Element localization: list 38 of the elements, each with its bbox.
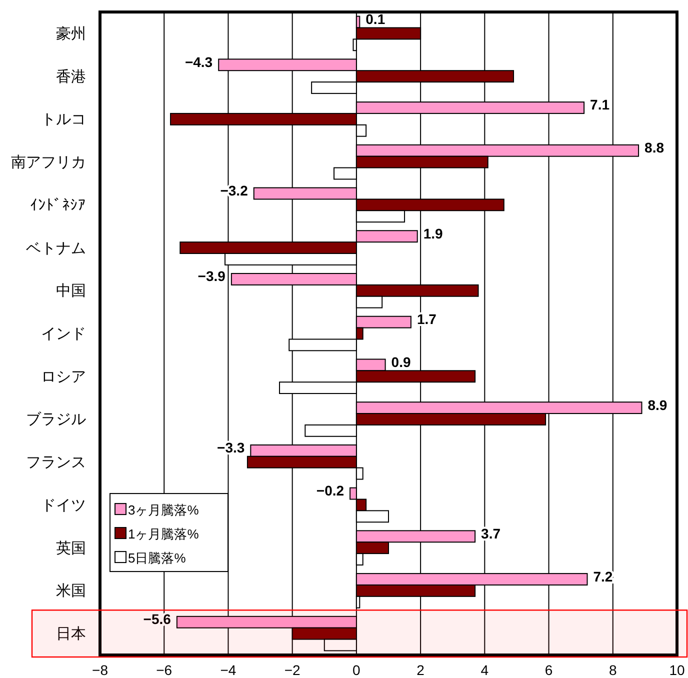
y-tick-label: 香港 xyxy=(56,68,86,86)
y-tick-label: フランス xyxy=(26,454,86,472)
x-tick-label: −8 xyxy=(92,662,108,678)
data-label: 7.2 xyxy=(593,568,613,584)
legend-label: 5日騰落% xyxy=(128,550,186,566)
y-tick-label: 南アフリカ xyxy=(11,154,86,172)
y-tick-label: 日本 xyxy=(56,626,86,643)
y-tick-label: ドイツ xyxy=(41,496,86,514)
x-tick-label: 8 xyxy=(608,662,617,678)
y-tick-label: 中国 xyxy=(56,282,86,300)
x-tick-label: 2 xyxy=(416,662,425,678)
y-tick-label: インド xyxy=(41,326,86,342)
x-tick-label: −6 xyxy=(156,662,172,678)
x-tick-label: 6 xyxy=(544,662,553,678)
x-tick-label: −4 xyxy=(220,662,236,678)
data-label: 7.1 xyxy=(590,96,610,113)
data-label: 1.9 xyxy=(423,225,444,242)
data-label: 8.9 xyxy=(648,396,668,413)
y-tick-label: ｲﾝﾄﾞﾈｼｱ xyxy=(30,196,86,214)
x-tick-label: 0 xyxy=(352,662,361,678)
y-tick-label: ベトナム xyxy=(26,240,86,257)
x-tick-label: 4 xyxy=(480,662,489,678)
y-tick-label: 米国 xyxy=(56,582,86,600)
legend-label: 1ヶ月騰落% xyxy=(128,526,200,542)
data-label: 0.9 xyxy=(391,354,411,370)
data-label: −3.9 xyxy=(198,268,226,284)
y-tick-label: トルコ xyxy=(41,111,86,128)
y-tick-label: ブラジル xyxy=(26,411,86,428)
data-label: 0.1 xyxy=(366,11,386,27)
data-label: 8.8 xyxy=(644,140,664,156)
y-tick-label: ロシア xyxy=(41,368,86,386)
x-tick-label: −2 xyxy=(284,662,301,678)
x-tick-label: 10 xyxy=(669,662,685,678)
data-label: −0.2 xyxy=(316,482,344,499)
y-tick-label: 英国 xyxy=(56,540,86,557)
y-tick-label: 豪州 xyxy=(56,25,86,42)
legend-label: 3ヶ月騰落% xyxy=(128,502,200,518)
data-label: −4.3 xyxy=(184,54,213,70)
